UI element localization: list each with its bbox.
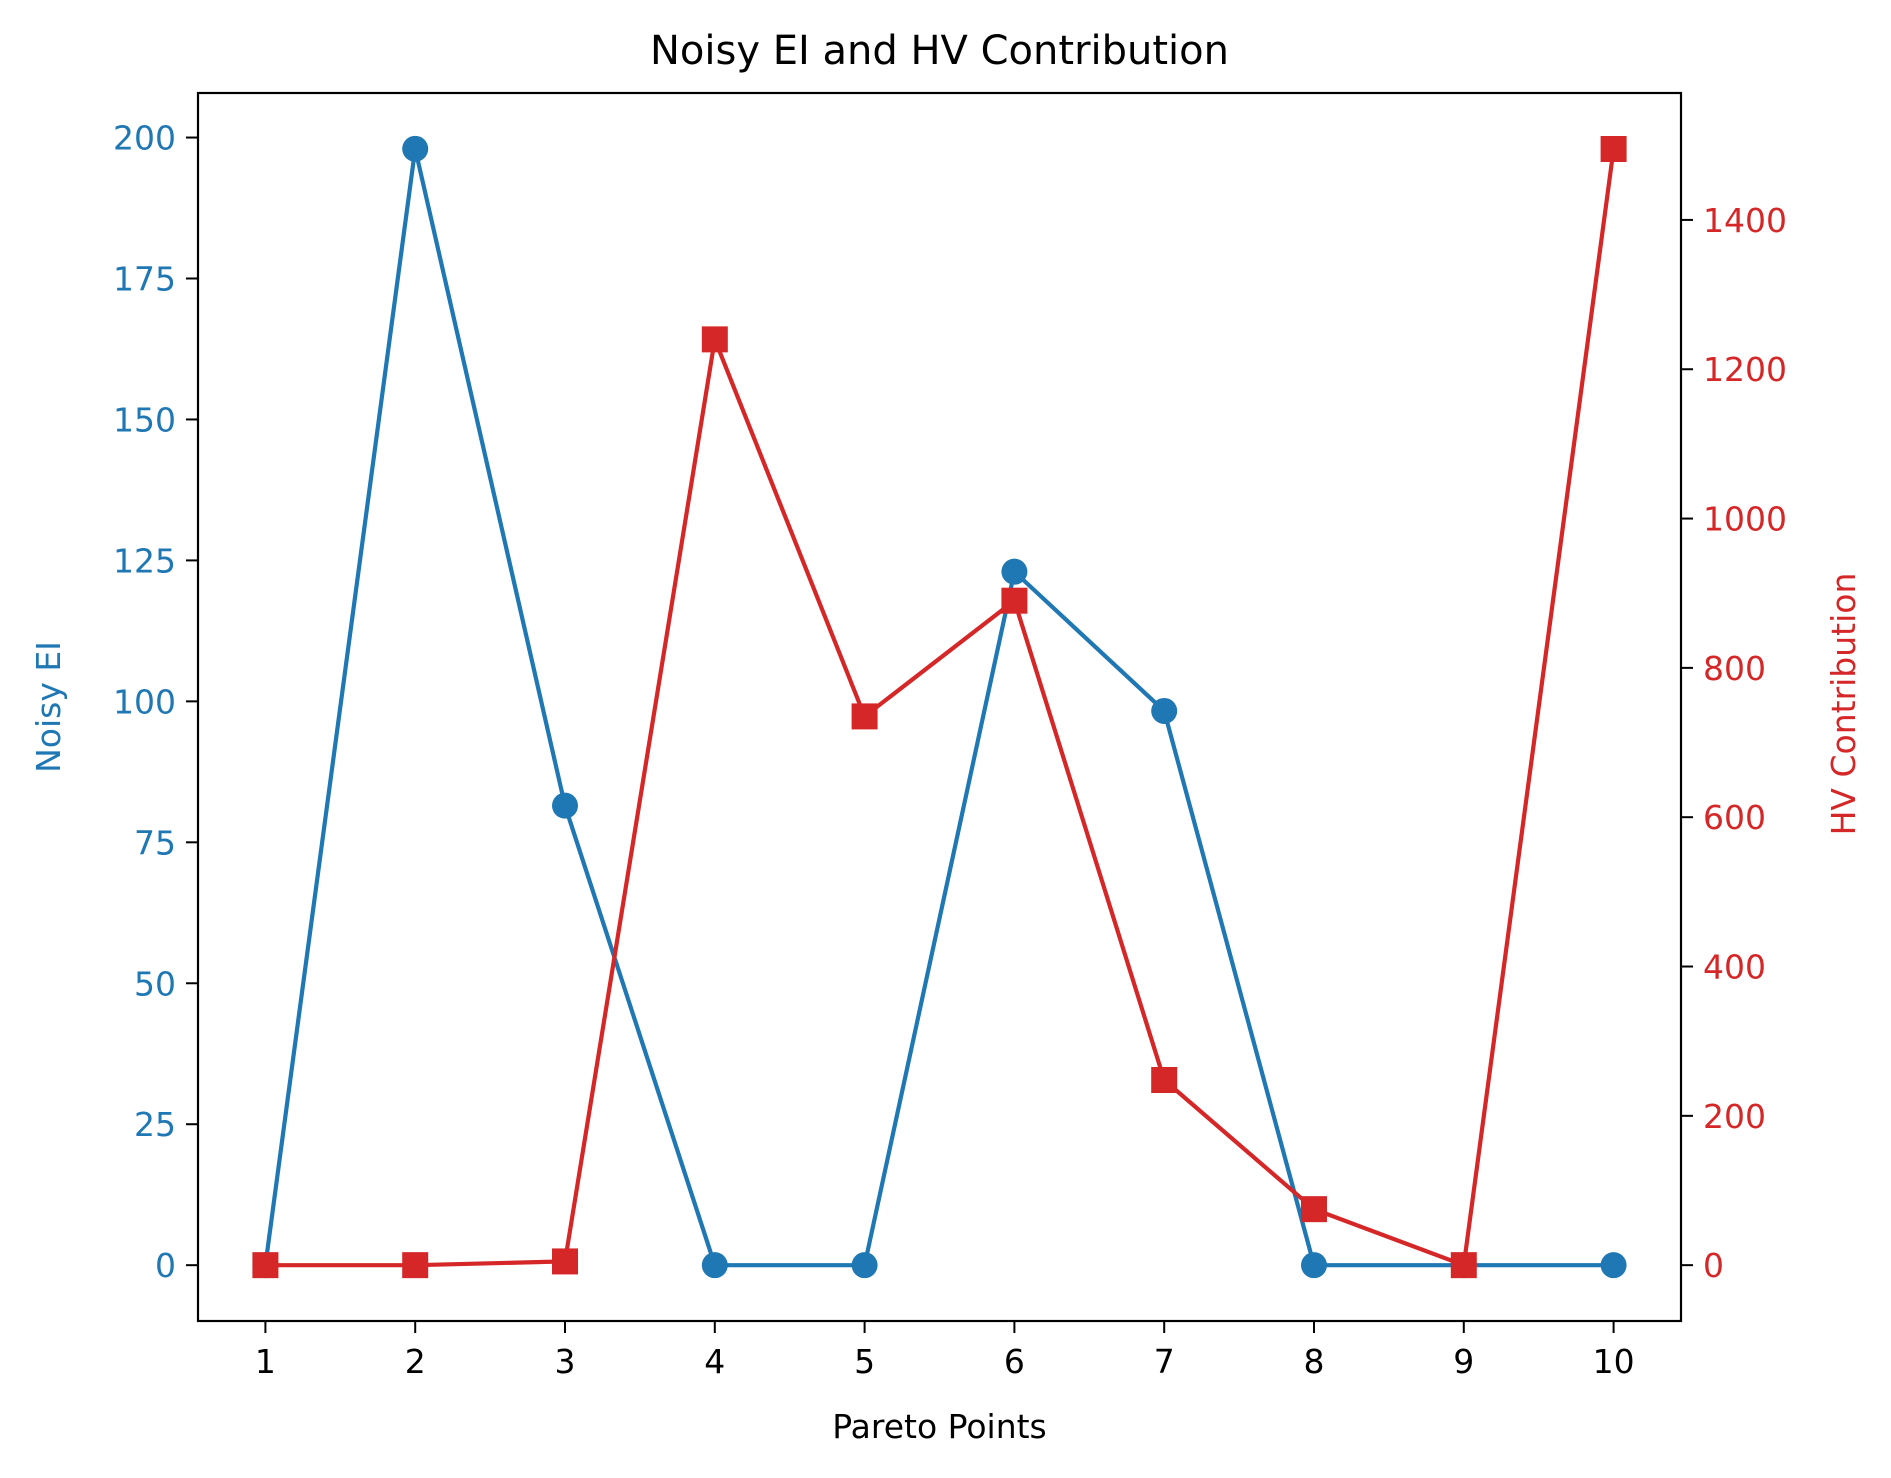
right-y-axis-label: HV Contribution — [1824, 573, 1863, 836]
right-series-point — [402, 1252, 429, 1279]
left-y-tick-label: 50 — [134, 964, 176, 1003]
right-y-tick-label: 200 — [1703, 1097, 1766, 1136]
x-tick-label: 9 — [1453, 1342, 1474, 1381]
left-y-tick-label: 125 — [113, 541, 176, 580]
x-tick-label: 10 — [1593, 1342, 1635, 1381]
left-y-tick-label: 200 — [113, 119, 176, 158]
chart-title: Noisy EI and HV Contribution — [650, 28, 1229, 74]
x-tick-label: 2 — [405, 1342, 426, 1381]
right-series-point — [552, 1248, 579, 1275]
left-y-tick-label: 0 — [155, 1246, 176, 1285]
x-tick-label: 4 — [704, 1342, 725, 1381]
x-axis: 1 2 3 4 5 6 7 8 9 10 — [255, 1321, 1635, 1381]
right-series-point — [1450, 1252, 1477, 1279]
x-tick-label: 5 — [854, 1342, 875, 1381]
right-series-point — [851, 703, 878, 730]
right-series-line — [265, 148, 1616, 1268]
right-y-tick-label: 800 — [1703, 649, 1766, 688]
left-y-tick-label: 100 — [113, 682, 176, 721]
x-axis-label: Pareto Points — [832, 1407, 1047, 1446]
left-y-tick-label: 75 — [134, 823, 176, 862]
left-series-point — [1600, 1252, 1627, 1279]
left-series-point — [402, 135, 429, 162]
x-tick-label: 6 — [1004, 1342, 1025, 1381]
right-y-tick-label: 0 — [1703, 1246, 1724, 1285]
left-y-axis: 0 25 50 75 100 125 150 175 200 — [113, 119, 198, 1285]
x-tick-label: 8 — [1303, 1342, 1324, 1381]
series-layer — [252, 135, 1627, 1279]
left-series-point — [1300, 1252, 1327, 1279]
left-y-tick-label: 25 — [134, 1105, 176, 1144]
right-y-tick-label: 1400 — [1703, 201, 1787, 240]
right-series-point — [1001, 587, 1028, 614]
x-tick-label: 3 — [555, 1342, 576, 1381]
right-y-tick-label: 600 — [1703, 798, 1766, 837]
left-y-axis-label: Noisy EI — [29, 641, 68, 773]
right-y-tick-label: 1200 — [1703, 350, 1787, 389]
left-series-point — [1151, 697, 1178, 724]
left-y-tick-label: 175 — [113, 259, 176, 298]
left-series-point — [851, 1252, 878, 1279]
right-series-point — [1151, 1066, 1178, 1093]
left-series-point — [552, 792, 579, 819]
x-tick-label: 7 — [1154, 1342, 1175, 1381]
right-y-tick-label: 1000 — [1703, 500, 1787, 539]
right-series-point — [701, 326, 728, 353]
right-y-tick-label: 400 — [1703, 948, 1766, 987]
left-y-tick-label: 150 — [113, 400, 176, 439]
left-series-line — [263, 146, 1614, 1268]
right-y-axis: 0 200 400 600 800 1000 1200 1400 — [1681, 201, 1787, 1285]
right-series-point — [252, 1252, 279, 1279]
left-series-point — [701, 1252, 728, 1279]
right-series-point — [1600, 135, 1627, 162]
plot-frame — [196, 91, 1683, 1323]
left-series-point — [1001, 558, 1028, 585]
x-tick-label: 1 — [255, 1342, 276, 1381]
right-series-point — [1300, 1196, 1327, 1223]
